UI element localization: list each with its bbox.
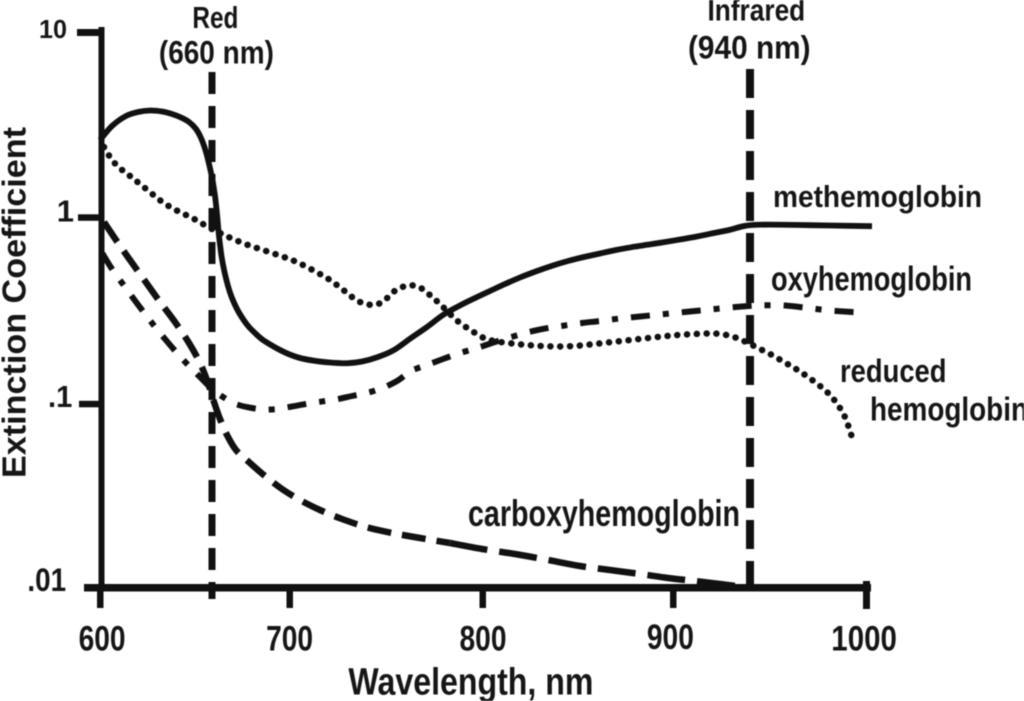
svg-text:carboxyhemoglobin: carboxyhemoglobin — [468, 493, 740, 534]
svg-text:Extinction Coefficient: Extinction Coefficient — [0, 127, 33, 478]
svg-text:(660 nm): (660 nm) — [159, 35, 274, 71]
svg-text:10: 10 — [39, 14, 67, 44]
svg-text:(940 nm): (940 nm) — [688, 30, 811, 66]
svg-text:800: 800 — [460, 620, 507, 659]
svg-text:Infrared: Infrared — [708, 0, 806, 27]
svg-text:1: 1 — [57, 194, 74, 229]
svg-text:.1: .1 — [48, 379, 72, 414]
svg-text:700: 700 — [266, 620, 313, 659]
svg-text:.01: .01 — [27, 562, 66, 598]
svg-text:oxyhemoglobin: oxyhemoglobin — [771, 261, 972, 299]
svg-text:reduced: reduced — [840, 353, 947, 389]
svg-text:600: 600 — [79, 620, 126, 659]
svg-text:900: 900 — [647, 618, 694, 657]
svg-text:1000: 1000 — [831, 620, 897, 659]
svg-text:Wavelength, nm: Wavelength, nm — [348, 662, 593, 701]
svg-text:methemoglobin: methemoglobin — [773, 179, 982, 214]
svg-text:Red: Red — [192, 0, 238, 35]
svg-text:hemoglobin: hemoglobin — [870, 391, 1024, 428]
